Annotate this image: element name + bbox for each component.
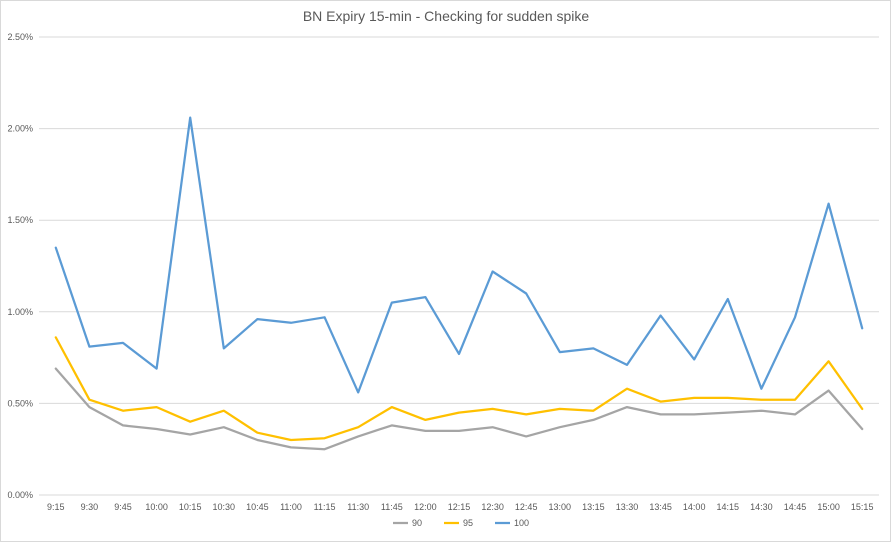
chart-title: BN Expiry 15-min - Checking for sudden s…	[303, 8, 590, 24]
series-line-95	[54, 336, 864, 442]
x-tick-label: 12:45	[515, 502, 538, 512]
x-tick-label: 9:15	[47, 502, 65, 512]
x-tick-label: 11:45	[381, 502, 403, 512]
x-tick-label: 11:30	[347, 502, 369, 512]
y-axis: 0.00% 0.50% 1.00% 1.50% 2.00% 2.50%	[7, 32, 33, 500]
x-tick-label: 15:00	[817, 502, 840, 512]
x-tick-label: 13:30	[616, 502, 639, 512]
x-tick-label: 9:30	[81, 502, 99, 512]
x-tick-label: 15:15	[851, 502, 874, 512]
x-tick-label: 13:45	[649, 502, 672, 512]
x-tick-label: 12:30	[481, 502, 504, 512]
x-tick-label: 14:00	[683, 502, 706, 512]
gridlines	[39, 36, 879, 496]
x-tick-label: 14:30	[750, 502, 773, 512]
legend-label-90: 90	[412, 518, 422, 528]
x-axis: 9:15 9:30 9:45 10:00 10:15 10:30 10:45 11:00 11:…	[47, 502, 873, 512]
x-tick-label: 13:00	[549, 502, 572, 512]
y-tick-label: 2.50%	[7, 32, 33, 42]
x-tick-label: 10:30	[213, 502, 236, 512]
series-group	[54, 116, 864, 451]
x-tick-label: 10:00	[145, 502, 168, 512]
x-tick-label: 12:15	[448, 502, 471, 512]
legend: 90 95 100	[393, 518, 529, 528]
legend-label-100: 100	[514, 518, 529, 528]
x-tick-label: 14:15	[717, 502, 740, 512]
y-tick-label: 0.50%	[7, 398, 33, 408]
x-tick-label: 12:00	[414, 502, 437, 512]
y-tick-label: 0.00%	[7, 490, 33, 500]
x-tick-label: 14:45	[784, 502, 807, 512]
x-tick-label: 10:45	[246, 502, 269, 512]
x-tick-label: 11:15	[314, 502, 336, 512]
series-line-100	[54, 116, 864, 394]
x-tick-label: 9:45	[114, 502, 132, 512]
y-tick-label: 1.50%	[7, 215, 33, 225]
series-line-90	[54, 367, 864, 451]
x-tick-label: 13:15	[582, 502, 605, 512]
y-tick-label: 2.00%	[7, 124, 33, 134]
legend-label-95: 95	[463, 518, 473, 528]
x-tick-label: 11:00	[280, 502, 302, 512]
y-tick-label: 1.00%	[7, 307, 33, 317]
x-tick-label: 10:15	[179, 502, 202, 512]
